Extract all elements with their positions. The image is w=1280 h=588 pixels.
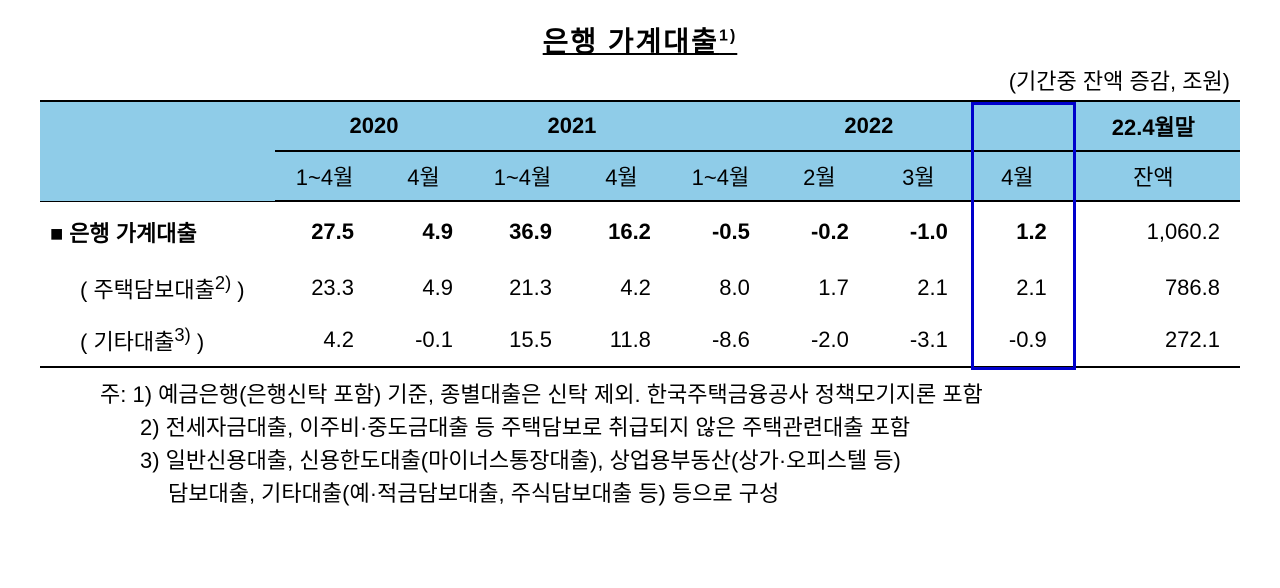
sub-2022-3: 3월: [869, 151, 968, 201]
sub-2020-2: 4월: [374, 151, 473, 201]
cell: 27.5: [275, 201, 374, 262]
cell: 11.8: [572, 314, 671, 367]
cell: 15.5: [473, 314, 572, 367]
cell: 16.2: [572, 201, 671, 262]
sub-2022-1: 1~4월: [671, 151, 770, 201]
cell-highlight: 1.2: [968, 201, 1067, 262]
sub-2022-4: 4월: [968, 151, 1067, 201]
cell: 8.0: [671, 262, 770, 314]
cell: -0.1: [374, 314, 473, 367]
cell: 4.2: [275, 314, 374, 367]
table-row: ■ 은행 가계대출 27.5 4.9 36.9 16.2 -0.5 -0.2 -…: [40, 201, 1240, 262]
page-title: 은행 가계대출1): [40, 20, 1240, 60]
row2-sup: 2): [215, 272, 231, 293]
cell: 2.1: [869, 262, 968, 314]
cell: 4.9: [374, 201, 473, 262]
cell: -0.2: [770, 201, 869, 262]
row1-label: ■ 은행 가계대출: [40, 201, 275, 262]
fn1-text: 1) 예금은행(은행신탁 포함) 기준, 종별대출은 신탁 제외. 한국주택금융…: [132, 382, 982, 407]
loans-table: 2020 2021 2022 22.4월말 1~4월 4월 1~4월 4월 1~…: [40, 100, 1240, 368]
footnote-2: 2) 전세자금대출, 이주비·중도금대출 등 주택담보로 취급되지 않은 주택관…: [100, 411, 1240, 444]
cell: 4.9: [374, 262, 473, 314]
table-row: ( 기타대출3) ) 4.2 -0.1 15.5 11.8 -8.6 -2.0 …: [40, 314, 1240, 367]
row3-sup: 3): [174, 324, 190, 345]
year-2021: 2021: [473, 101, 671, 151]
footnote-3a: 3) 일반신용대출, 신용한도대출(마이너스통장대출), 상업용부동산(상가·오…: [100, 444, 1240, 477]
row3-label-text: ( 기타대출: [80, 329, 174, 354]
cell-highlight: 2.1: [968, 262, 1067, 314]
cell: -0.5: [671, 201, 770, 262]
row3-close: ): [191, 329, 204, 354]
sub-2022-2: 2월: [770, 151, 869, 201]
row3-label: ( 기타대출3) ): [40, 314, 275, 367]
table-row: ( 주택담보대출2) ) 23.3 4.9 21.3 4.2 8.0 1.7 2…: [40, 262, 1240, 314]
sub-2021-1: 1~4월: [473, 151, 572, 201]
unit-note: (기간중 잔액 증감, 조원): [40, 64, 1240, 96]
cell: 36.9: [473, 201, 572, 262]
footnote-3b: 담보대출, 기타대출(예·적금담보대출, 주식담보대출 등) 등으로 구성: [100, 477, 1240, 510]
cell: -2.0: [770, 314, 869, 367]
row2-label: ( 주택담보대출2) ): [40, 262, 275, 314]
sub-2021-2: 4월: [572, 151, 671, 201]
title-text: 은행 가계대출: [543, 26, 719, 57]
row2-label-text: ( 주택담보대출: [80, 277, 215, 302]
year-header-row: 2020 2021 2022 22.4월말: [40, 101, 1240, 151]
cell: -3.1: [869, 314, 968, 367]
table-wrap: 2020 2021 2022 22.4월말 1~4월 4월 1~4월 4월 1~…: [40, 100, 1240, 368]
cell: 23.3: [275, 262, 374, 314]
year-2022: 2022: [671, 101, 1067, 151]
cell: 272.1: [1067, 314, 1240, 367]
title-sup: 1): [719, 28, 737, 45]
cell-highlight: -0.9: [968, 314, 1067, 367]
sub-2020-1: 1~4월: [275, 151, 374, 201]
blank-header: [40, 101, 275, 201]
footnotes: 주: 1) 예금은행(은행신탁 포함) 기준, 종별대출은 신탁 제외. 한국주…: [40, 378, 1240, 510]
cell: -8.6: [671, 314, 770, 367]
cell: 4.2: [572, 262, 671, 314]
footnote-1: 주: 1) 예금은행(은행신탁 포함) 기준, 종별대출은 신탁 제외. 한국주…: [100, 378, 1240, 411]
row2-close: ): [231, 277, 244, 302]
cell: 786.8: [1067, 262, 1240, 314]
balance-header-1: 22.4월말: [1067, 101, 1240, 151]
cell: 21.3: [473, 262, 572, 314]
cell: -1.0: [869, 201, 968, 262]
balance-header-2: 잔액: [1067, 151, 1240, 201]
cell: 1.7: [770, 262, 869, 314]
cell: 1,060.2: [1067, 201, 1240, 262]
fn-lead: 주:: [100, 382, 132, 407]
year-2020: 2020: [275, 101, 473, 151]
